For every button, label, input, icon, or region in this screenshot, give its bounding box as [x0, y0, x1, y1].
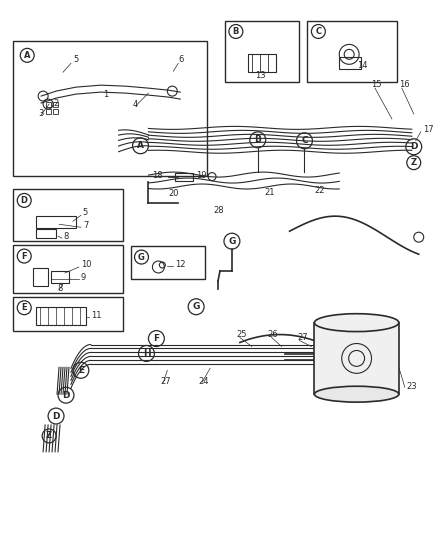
Text: D: D [52, 411, 60, 421]
Bar [339, 58, 361, 69]
Text: 15: 15 [371, 80, 381, 89]
Bar [53, 102, 58, 107]
Bar [51, 271, 69, 283]
Ellipse shape [314, 386, 399, 402]
Text: 23: 23 [407, 382, 417, 391]
Text: H: H [143, 349, 150, 358]
Text: D: D [410, 142, 417, 151]
Text: 8: 8 [63, 232, 68, 241]
Bar [36, 229, 56, 238]
Bar [46, 109, 51, 114]
Text: 2: 2 [53, 99, 58, 108]
Text: 27: 27 [160, 377, 171, 386]
Text: 18: 18 [152, 171, 163, 180]
Text: 11: 11 [91, 311, 101, 320]
Bar [131, 246, 205, 279]
Text: 4: 4 [133, 100, 138, 109]
Text: F: F [21, 252, 27, 261]
Text: A: A [137, 141, 144, 150]
Bar [36, 307, 86, 325]
Text: C: C [301, 136, 308, 146]
Bar [46, 102, 51, 107]
Bar [225, 21, 300, 82]
Text: 8: 8 [57, 284, 62, 293]
Text: E: E [21, 303, 27, 312]
Text: 9: 9 [81, 273, 86, 282]
Text: 20: 20 [168, 189, 179, 198]
Text: 10: 10 [81, 260, 92, 269]
Text: 21: 21 [265, 189, 275, 197]
Text: 24: 24 [198, 377, 208, 386]
Text: 12: 12 [175, 260, 186, 269]
Text: Z: Z [46, 431, 52, 440]
Text: A: A [24, 51, 31, 60]
Bar [248, 54, 276, 72]
Bar [36, 216, 76, 228]
Text: 14: 14 [357, 61, 367, 70]
Text: 22: 22 [314, 187, 325, 196]
Text: 17: 17 [423, 125, 433, 134]
Text: 6: 6 [178, 55, 184, 64]
Text: 25: 25 [237, 329, 247, 338]
Text: 3: 3 [38, 109, 43, 118]
Text: 16: 16 [399, 80, 410, 89]
Text: D: D [21, 196, 28, 205]
Text: B: B [254, 135, 261, 144]
Bar [175, 173, 193, 181]
Text: 26: 26 [268, 329, 278, 338]
Text: 5: 5 [73, 55, 78, 64]
Text: C: C [315, 27, 321, 36]
Bar [307, 21, 397, 82]
Text: 19: 19 [196, 171, 207, 180]
Text: 28: 28 [213, 206, 224, 215]
Text: G: G [192, 302, 200, 311]
Text: G: G [138, 253, 145, 262]
Text: 7: 7 [83, 221, 88, 230]
Bar [314, 322, 399, 394]
Bar [13, 245, 123, 293]
Text: G: G [228, 237, 236, 246]
Text: E: E [78, 366, 84, 375]
Text: 13: 13 [255, 71, 266, 80]
Bar [53, 109, 58, 114]
Text: 5: 5 [83, 208, 88, 217]
Text: 27: 27 [297, 333, 308, 342]
Bar [13, 190, 123, 241]
Text: 1: 1 [103, 90, 108, 99]
Text: B: B [233, 27, 239, 36]
Text: F: F [153, 334, 159, 343]
Bar [13, 297, 123, 330]
Text: D: D [62, 391, 70, 400]
Text: Z: Z [411, 158, 417, 167]
Bar [13, 42, 207, 175]
Bar [33, 268, 48, 286]
Ellipse shape [314, 314, 399, 332]
